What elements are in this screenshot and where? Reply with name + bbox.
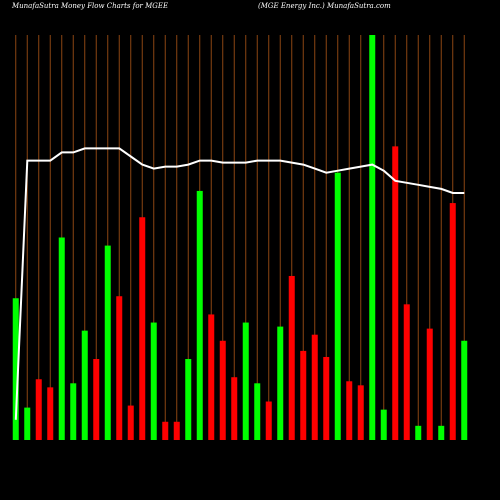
money-flow-bar [242,322,249,440]
money-flow-bar [277,326,284,440]
money-flow-bar [426,328,433,440]
money-flow-bar [173,421,180,440]
money-flow-bar [139,217,146,440]
money-flow-bar [35,379,42,440]
money-flow-bar [265,401,272,440]
money-flow-line [14,147,465,420]
money-flow-bar [380,409,387,440]
money-flow-bar [24,407,31,440]
money-flow-bar [438,425,445,440]
money-flow-bar [219,340,226,440]
money-flow-bar [357,385,364,440]
money-flow-bar [300,350,307,440]
money-flow-bar [127,405,134,440]
money-flow-bar [70,383,77,440]
money-flow-bar [254,383,261,440]
money-flow-bar [185,359,192,440]
money-flow-bar [47,387,54,440]
money-flow-bar [311,334,318,440]
money-flow-bar [323,356,330,440]
money-flow-bar [58,237,65,440]
money-flow-bar [334,172,341,440]
bar-series [12,35,468,440]
money-flow-bar [150,322,157,440]
money-flow-bar [288,275,295,440]
money-flow-bar [208,314,215,440]
money-flow-bar [116,296,123,440]
money-flow-bar [346,381,353,440]
money-flow-bar [415,425,422,440]
money-flow-bar [162,421,169,440]
money-flow-bar [81,330,88,440]
money-flow-bar [104,245,111,440]
chart-header-left: MunafaSutra Money Flow Charts for MGEE [12,2,169,10]
money-flow-bar [449,203,456,440]
chart-header-right: (MGE Energy Inc.) MunafaSutra.com [258,2,391,10]
money-flow-bar [196,190,203,440]
money-flow-bar [392,146,399,440]
money-flow-bar [231,377,238,440]
money-flow-bar [12,298,19,440]
money-flow-bar [461,340,468,440]
money-flow-bar [369,35,376,440]
money-flow-bar [403,304,410,440]
money-flow-bar [93,359,100,440]
